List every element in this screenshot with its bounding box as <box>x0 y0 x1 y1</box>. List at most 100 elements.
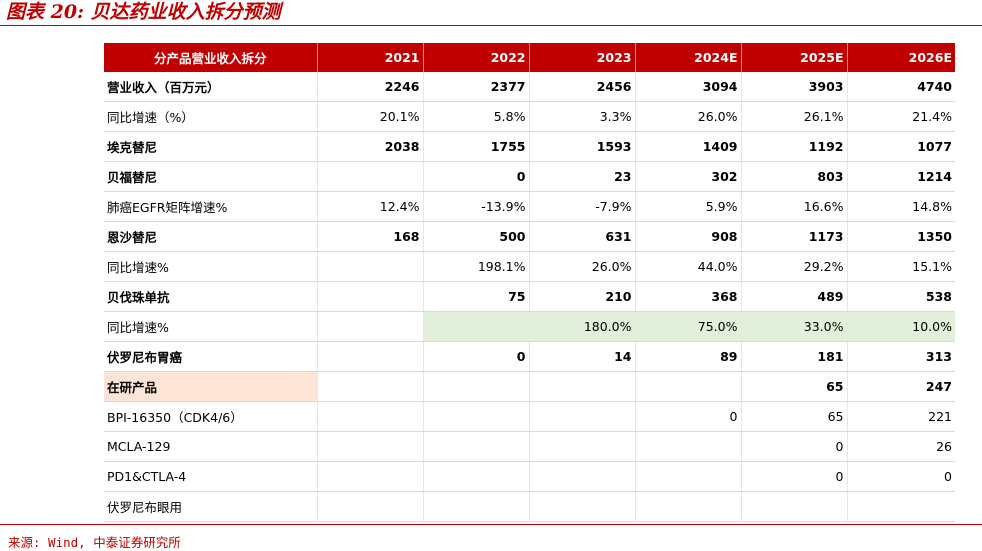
bottom-divider <box>0 524 982 525</box>
cell-value: 3903 <box>740 72 847 102</box>
cell-value: 14 <box>528 341 635 372</box>
cell-value: 2456 <box>528 72 635 102</box>
row-label: 同比增速% <box>104 251 317 282</box>
cell-value: -13.9% <box>422 191 529 222</box>
cell-value: 1350 <box>846 221 955 252</box>
cell-value: 5.9% <box>634 191 741 222</box>
row-label: 肺癌EGFR矩阵增速% <box>104 191 317 222</box>
cell-value: 29.2% <box>740 251 847 282</box>
row-label: 同比增速（%） <box>104 101 317 132</box>
cell-value <box>422 371 529 402</box>
cell-value <box>634 461 741 492</box>
cell-value-highlight: 33.0% <box>740 311 847 342</box>
cell-value: 2377 <box>422 72 529 102</box>
cell-value: 3.3% <box>528 101 635 132</box>
cell-value <box>316 401 423 432</box>
table-row: 在研产品 65 247 <box>104 371 955 402</box>
cell-value: 221 <box>846 401 955 432</box>
cell-value: 26.0% <box>528 251 635 282</box>
cell-value: 5.8% <box>422 101 529 132</box>
cell-value: 908 <box>634 221 741 252</box>
cell-value <box>316 251 423 282</box>
cell-value <box>528 431 635 462</box>
cell-value: 2246 <box>316 72 423 102</box>
cell-value: 44.0% <box>634 251 741 282</box>
cell-value <box>634 431 741 462</box>
row-label: 同比增速% <box>104 311 317 342</box>
header-year-2022: 2022 <box>422 43 529 72</box>
table-row: PD1&CTLA-4 0 0 <box>104 461 955 492</box>
header-year-2021: 2021 <box>316 43 423 72</box>
cell-value: 0 <box>422 341 529 372</box>
cell-value: 26.0% <box>634 101 741 132</box>
cell-value: 4740 <box>846 72 955 102</box>
table-row: 肺癌EGFR矩阵增速% 12.4% -13.9% -7.9% 5.9% 16.6… <box>104 191 955 222</box>
revenue-breakdown-table: 分产品营业收入拆分 2021 2022 2023 2024E 2025E 202… <box>104 43 955 522</box>
table-header-row: 分产品营业收入拆分 2021 2022 2023 2024E 2025E 202… <box>104 43 955 72</box>
table-row: 同比增速% 180.0% 75.0% 33.0% 10.0% <box>104 311 955 342</box>
cell-value <box>422 401 529 432</box>
cell-value <box>316 341 423 372</box>
cell-value: 26.1% <box>740 101 847 132</box>
table-row: 埃克替尼 2038 1755 1593 1409 1192 1077 <box>104 131 955 162</box>
cell-value <box>634 491 741 522</box>
cell-value <box>316 311 423 342</box>
row-label: 贝伐珠单抗 <box>104 281 317 312</box>
cell-value: 313 <box>846 341 955 372</box>
cell-value <box>846 491 955 522</box>
cell-value: 1755 <box>422 131 529 162</box>
cell-value <box>528 461 635 492</box>
cell-value <box>316 371 423 402</box>
source-note: 来源: Wind, 中泰证券研究所 <box>8 535 181 550</box>
row-label: 伏罗尼布胃癌 <box>104 341 317 372</box>
cell-value: 16.6% <box>740 191 847 222</box>
table-row: 同比增速（%） 20.1% 5.8% 3.3% 26.0% 26.1% 21.4… <box>104 101 955 132</box>
table-row: 贝伐珠单抗 75 210 368 489 538 <box>104 281 955 312</box>
row-label: 伏罗尼布眼用 <box>104 491 317 522</box>
row-label: 贝福替尼 <box>104 161 317 192</box>
cell-value-highlight: 75.0% <box>634 311 741 342</box>
cell-value <box>316 491 423 522</box>
header-year-2026e: 2026E <box>846 43 955 72</box>
cell-value: 181 <box>740 341 847 372</box>
row-label: 恩沙替尼 <box>104 221 317 252</box>
cell-value: 2038 <box>316 131 423 162</box>
cell-value: 0 <box>740 461 847 492</box>
cell-value: 65 <box>740 371 847 402</box>
table-row: MCLA-129 0 26 <box>104 431 955 462</box>
cell-value: 1214 <box>846 161 955 192</box>
cell-value <box>316 431 423 462</box>
row-label-highlight: 在研产品 <box>104 371 317 402</box>
cell-value: 0 <box>634 401 741 432</box>
cell-value: 14.8% <box>846 191 955 222</box>
cell-value: 1409 <box>634 131 741 162</box>
cell-value <box>528 401 635 432</box>
cell-value: 0 <box>422 161 529 192</box>
cell-value: -7.9% <box>528 191 635 222</box>
table-row: 恩沙替尼 168 500 631 908 1173 1350 <box>104 221 955 252</box>
cell-value: 1593 <box>528 131 635 162</box>
cell-value <box>528 371 635 402</box>
cell-value: 368 <box>634 281 741 312</box>
cell-value: 89 <box>634 341 741 372</box>
row-label: MCLA-129 <box>104 431 317 462</box>
table-row: 伏罗尼布眼用 <box>104 491 955 522</box>
table-row: BPI-16350（CDK4/6） 0 65 221 <box>104 401 955 432</box>
cell-value <box>422 491 529 522</box>
cell-value: 631 <box>528 221 635 252</box>
cell-value: 1173 <box>740 221 847 252</box>
cell-value <box>422 431 529 462</box>
cell-value: 15.1% <box>846 251 955 282</box>
cell-value: 0 <box>740 431 847 462</box>
cell-value: 23 <box>528 161 635 192</box>
cell-value: 247 <box>846 371 955 402</box>
cell-value: 1192 <box>740 131 847 162</box>
row-label: 营业收入（百万元） <box>104 72 317 102</box>
cell-value: 75 <box>422 281 529 312</box>
table-row: 伏罗尼布胃癌 0 14 89 181 313 <box>104 341 955 372</box>
cell-value <box>634 371 741 402</box>
header-year-2025e: 2025E <box>740 43 847 72</box>
cell-value <box>316 281 423 312</box>
cell-value: 302 <box>634 161 741 192</box>
cell-value: 65 <box>740 401 847 432</box>
